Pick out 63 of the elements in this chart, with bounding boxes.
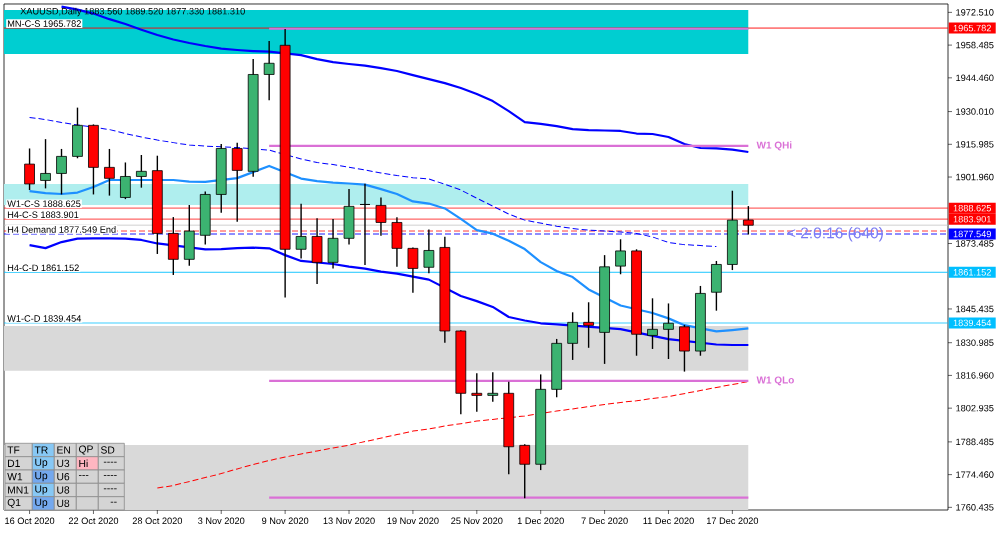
annotation: ---- xyxy=(103,488,117,490)
x-tick-label: 13 Nov 2020 xyxy=(323,517,375,525)
y-tick-label: 1774.460 xyxy=(956,471,994,478)
y-tick-label: 1816.960 xyxy=(956,372,994,379)
y-tick-label: 1930.010 xyxy=(956,108,994,115)
annotation: TF xyxy=(7,446,20,454)
x-tick-label: 22 Oct 2020 xyxy=(68,517,119,525)
text: 1965.782 xyxy=(953,24,991,32)
x-tick-label: 1 Dec 2020 xyxy=(517,517,564,525)
annotation: D1 xyxy=(8,459,20,467)
ref-line-label: MN-C-S 1965.782 xyxy=(7,20,81,27)
x-tick-label: 19 Nov 2020 xyxy=(387,517,439,525)
y-tick-label: 1873.485 xyxy=(956,240,994,247)
annotation: TR xyxy=(34,446,48,454)
y-tick-label: 1788.485 xyxy=(956,438,994,446)
y-tick-label: 1958.485 xyxy=(956,41,994,49)
annotation: U6 xyxy=(57,473,70,481)
text: 1861.152 xyxy=(953,269,991,276)
annotation: EN xyxy=(57,446,70,454)
annotation: Up xyxy=(35,472,48,482)
ref-line-label: W1-C-D 1839.454 xyxy=(7,315,82,322)
annotation: U8 xyxy=(57,499,70,507)
annotation: Up xyxy=(35,498,48,508)
annotation: ---- xyxy=(103,475,117,476)
annotation: MN1 xyxy=(8,486,29,494)
text: 1877.549 xyxy=(953,230,991,238)
annotation: Hi xyxy=(79,459,88,468)
ref-line-label: H4 Demand 1877.549 End xyxy=(7,226,116,233)
y-tick-label: 1915.985 xyxy=(956,141,994,148)
annotation: --- xyxy=(78,475,89,476)
x-tick-label: 28 Oct 2020 xyxy=(132,517,183,525)
x-tick-label: 7 Dec 2020 xyxy=(581,517,628,525)
series-label: W1 QHi xyxy=(756,141,792,151)
y-tick-label: 1972.510 xyxy=(956,9,994,16)
annotation: -- xyxy=(110,501,117,503)
x-tick-label: 3 Nov 2020 xyxy=(198,517,245,525)
ref-line-label: H4-C-D 1861.152 xyxy=(7,264,79,272)
x-tick-label: 11 Dec 2020 xyxy=(643,517,694,525)
annotation: Up xyxy=(35,458,48,468)
annotation: Up xyxy=(35,485,48,495)
annotation: U8 xyxy=(57,486,70,494)
x-tick-label: 9 Nov 2020 xyxy=(262,517,309,525)
annotation: QP xyxy=(78,445,93,455)
y-tick-label: 1760.435 xyxy=(956,504,994,511)
y-tick-label: 1944.460 xyxy=(956,74,994,82)
y-tick-label: 1830.985 xyxy=(956,339,994,346)
annotation: U3 xyxy=(57,459,70,467)
ref-line-label: W1-C-S 1888.625 xyxy=(7,200,81,207)
y-tick-label: 1901.960 xyxy=(956,173,994,181)
x-tick-label: 25 Nov 2020 xyxy=(451,517,503,525)
text: 1883.901 xyxy=(953,215,991,223)
text: 1888.625 xyxy=(953,204,992,212)
annotation: ---- xyxy=(103,461,117,463)
ref-line-label: H4-C-S 1883.901 xyxy=(7,211,79,218)
annotation: Q1 xyxy=(7,498,21,508)
y-tick-label: 1802.935 xyxy=(956,404,994,412)
annotation: SD xyxy=(100,446,115,454)
text: 1839.454 xyxy=(953,319,992,327)
y-tick-label: 1845.435 xyxy=(956,305,994,313)
x-tick-label: 17 Dec 2020 xyxy=(706,517,759,525)
x-tick-label: 16 Oct 2020 xyxy=(5,517,55,525)
annotation: W1 xyxy=(7,473,23,481)
series-label: W1 QLo xyxy=(756,376,794,386)
